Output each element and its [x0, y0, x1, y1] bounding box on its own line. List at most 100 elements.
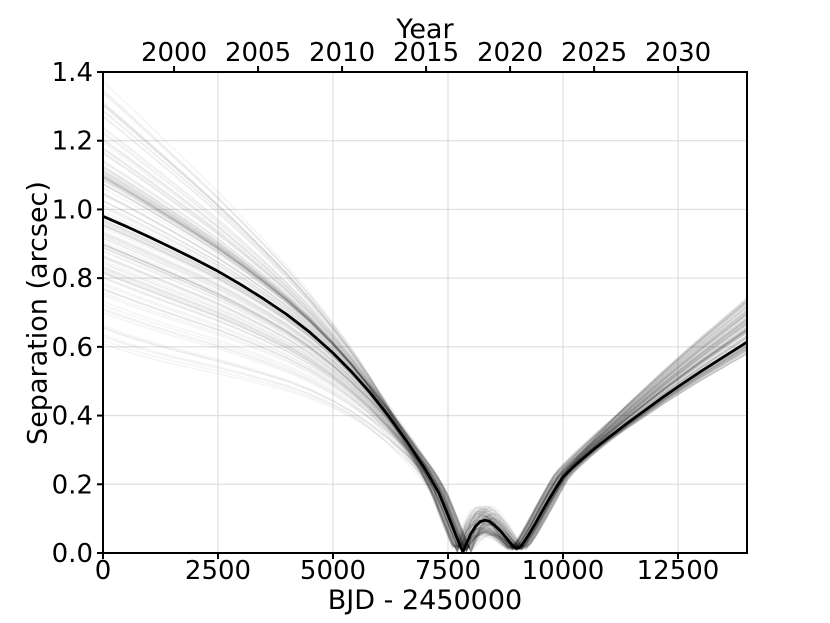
y-tick-label: 1.0 [52, 195, 93, 225]
posterior-draw-line [103, 243, 747, 550]
top-tick-label: 2020 [477, 38, 543, 68]
posterior-draw-line [103, 244, 747, 549]
posterior-draw-line [103, 159, 747, 551]
y-tick-label: 0.2 [52, 470, 93, 500]
posterior-draw-line [103, 172, 747, 548]
posterior-draws [103, 80, 747, 553]
x-tick-label: 7500 [415, 556, 481, 586]
top-tick-label: 2025 [561, 38, 627, 68]
posterior-draw-line [103, 204, 747, 548]
posterior-draw-line [103, 287, 747, 553]
posterior-draw-line [103, 326, 747, 551]
posterior-draw-line [103, 234, 747, 550]
y-tick-label: 1.2 [52, 127, 93, 157]
posterior-draw-line [103, 176, 747, 550]
posterior-draw-line [103, 199, 747, 553]
x-tick-label: 12500 [637, 556, 720, 586]
posterior-draw-line [103, 218, 747, 553]
y-axis-label: Separation (arcsec) [22, 181, 54, 445]
posterior-draw-line [103, 257, 747, 553]
posterior-draw-line [103, 225, 747, 553]
posterior-draw-line [103, 173, 747, 549]
posterior-draw-line [103, 181, 747, 548]
x-axis-label: BJD - 2450000 [327, 585, 523, 616]
posterior-draw-line [103, 243, 747, 550]
posterior-draw-line [103, 288, 747, 553]
posterior-draw-line [103, 304, 747, 552]
posterior-draw-line [103, 291, 747, 551]
top-tick-label: 2000 [141, 38, 207, 68]
posterior-draw-line [103, 222, 747, 550]
posterior-draw-line [103, 294, 747, 553]
posterior-draw-line [103, 174, 747, 548]
posterior-draw-line [103, 301, 747, 553]
posterior-draw-line [103, 177, 747, 553]
posterior-draw-line [103, 170, 747, 549]
posterior-draw-line [103, 174, 747, 552]
posterior-draw-line [103, 237, 747, 553]
posterior-draw-line [103, 110, 747, 553]
posterior-draw-line [103, 173, 747, 553]
posterior-draw-line [103, 89, 747, 549]
posterior-draw-line [103, 161, 747, 550]
posterior-draw-line [103, 171, 747, 550]
best-fit-curve [103, 215, 747, 553]
posterior-draw-line [103, 183, 747, 549]
posterior-draw-line [103, 210, 747, 553]
y-tick-label: 1.4 [52, 58, 93, 88]
posterior-draw-line [103, 179, 747, 550]
posterior-draw-line [103, 224, 747, 550]
posterior-draw-line [103, 200, 747, 550]
posterior-draw-line [103, 92, 747, 549]
posterior-draw-line [103, 116, 747, 553]
posterior-draw-line [103, 318, 747, 551]
posterior-draw-line [103, 232, 747, 553]
posterior-draw-line [103, 138, 747, 550]
top-axis-label: Year [396, 14, 454, 45]
top-tick-label: 2010 [309, 38, 375, 68]
posterior-draw-line [103, 128, 747, 551]
x-tick-label: 10000 [522, 556, 605, 586]
posterior-draw-line [103, 166, 747, 549]
posterior-draw-line [103, 220, 747, 551]
posterior-draw-line [103, 169, 747, 552]
top-tick-label: 2005 [225, 38, 291, 68]
posterior-draw-line [103, 177, 747, 553]
posterior-draw-line [103, 171, 747, 553]
posterior-draw-line [103, 263, 747, 552]
x-tick-label: 0 [95, 556, 112, 586]
posterior-draw-line [103, 200, 747, 553]
posterior-draw-line [103, 146, 747, 553]
posterior-draw-line [103, 243, 747, 553]
posterior-draw-line [103, 255, 747, 551]
y-tick-label: 0.0 [52, 539, 93, 569]
posterior-draw-line [103, 166, 747, 550]
posterior-draw-line [103, 235, 747, 549]
posterior-draw-line [103, 148, 747, 552]
posterior-draw-line [103, 167, 747, 552]
posterior-draw-line [103, 212, 747, 552]
posterior-draw-line [103, 311, 747, 552]
posterior-draw-line [103, 194, 747, 553]
posterior-draw-line [103, 192, 747, 553]
posterior-draw-line [103, 183, 747, 549]
ticks [97, 66, 680, 559]
posterior-draw-line [103, 187, 747, 551]
posterior-draw-line [103, 140, 747, 553]
posterior-draw-line [103, 307, 747, 553]
posterior-draw-line [103, 175, 747, 553]
posterior-draw-line [103, 269, 747, 550]
posterior-draw-line [103, 80, 747, 550]
posterior-draw-line [103, 133, 747, 549]
posterior-draw-line [103, 183, 747, 549]
posterior-draw-line [103, 275, 747, 552]
posterior-draw-line [103, 175, 747, 550]
posterior-draw-line [103, 300, 747, 551]
axes-spines [102, 71, 748, 554]
posterior-draw-line [103, 246, 747, 553]
posterior-draw-line [103, 227, 747, 550]
posterior-draw-line [103, 262, 747, 553]
posterior-draw-line [103, 90, 747, 548]
